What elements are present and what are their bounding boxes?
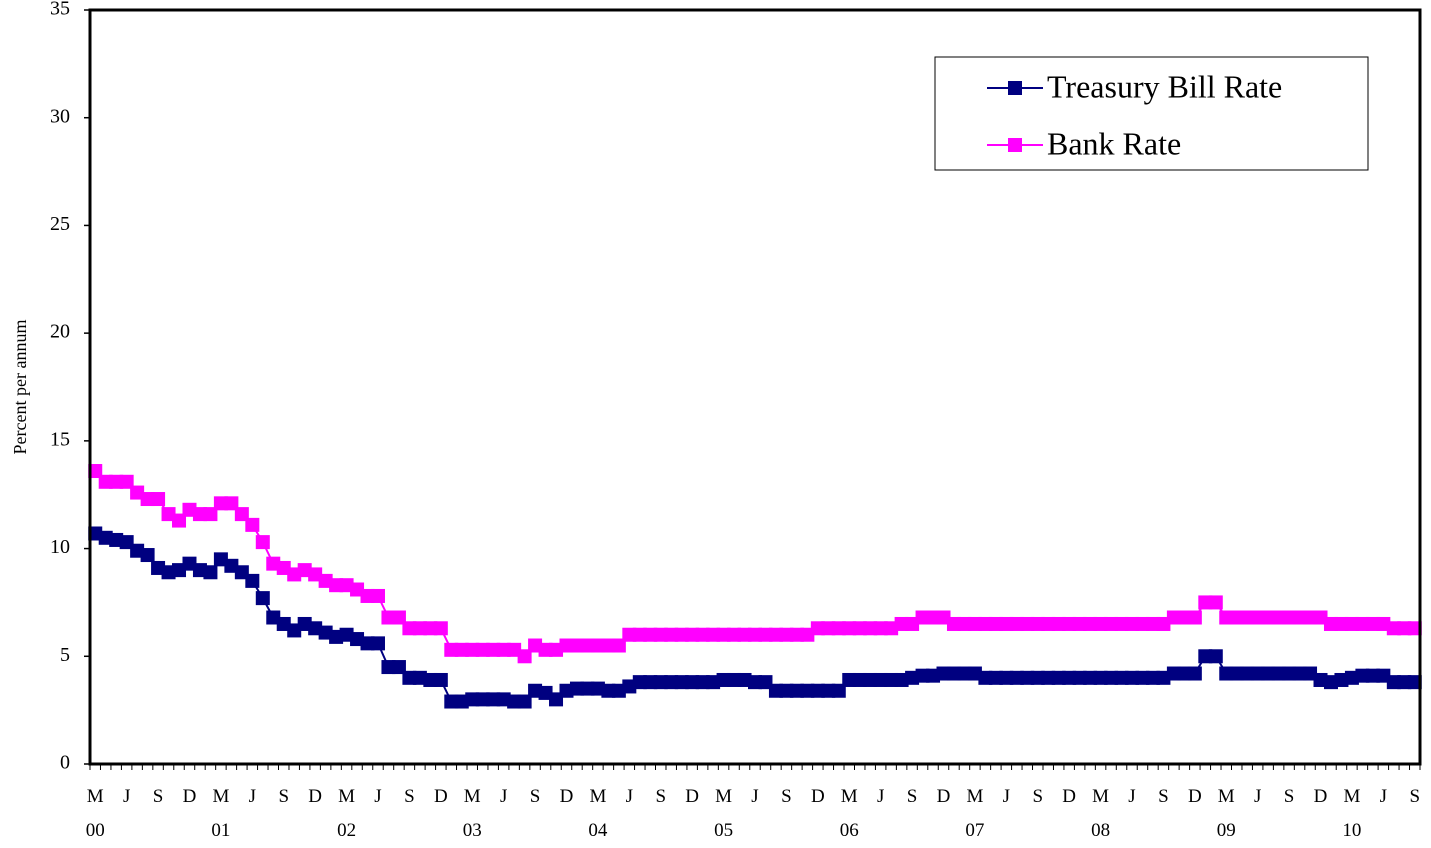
y-tick-label: 10 — [50, 536, 70, 558]
x-tick-label: M 07 — [965, 786, 985, 841]
data-point — [517, 694, 532, 709]
x-tick-label: M 05 — [714, 786, 734, 841]
x-tick-label: J — [1253, 786, 1262, 807]
x-tick-label: M 10 — [1342, 786, 1362, 841]
data-point — [391, 610, 406, 625]
x-tick-label: S — [1032, 786, 1044, 807]
x-tick-label: M 01 — [211, 786, 231, 841]
data-point — [245, 517, 260, 532]
data-point — [172, 513, 187, 528]
x-tick-label: J — [876, 786, 885, 807]
data-point — [151, 492, 166, 507]
x-tick-label: J — [499, 786, 508, 807]
legend-box — [934, 56, 1369, 171]
data-point — [255, 535, 270, 550]
x-tick-label: M 06 — [839, 786, 859, 841]
y-tick-label: 5 — [60, 644, 70, 666]
x-tick-label: J — [1379, 786, 1388, 807]
x-tick-label: D — [810, 786, 825, 807]
x-tick-label: J — [625, 786, 634, 807]
data-point — [255, 591, 270, 606]
x-tick-label: M 02 — [337, 786, 357, 841]
x-tick-label: S — [1283, 786, 1295, 807]
data-point — [517, 649, 532, 664]
x-tick-label: D — [936, 786, 951, 807]
y-tick-label: 0 — [60, 752, 70, 774]
y-tick-label: 25 — [50, 213, 70, 235]
x-tick-label: S — [655, 786, 667, 807]
legend-marker — [1008, 138, 1022, 152]
data-point — [391, 660, 406, 675]
x-tick-label: M 08 — [1091, 786, 1111, 841]
data-point — [1187, 666, 1202, 681]
x-tick-label: S — [1158, 786, 1169, 807]
data-point — [831, 683, 846, 698]
x-tick-label: M 00 — [85, 786, 105, 841]
x-tick-label: J — [122, 786, 131, 807]
data-point — [1407, 621, 1422, 636]
data-point — [611, 638, 626, 653]
y-axis-label: Percent per annum — [10, 320, 30, 455]
data-point — [1208, 595, 1223, 610]
data-point — [245, 573, 260, 588]
x-tick-label: D — [1313, 786, 1328, 807]
x-tick-label: S — [1409, 786, 1421, 807]
data-point — [370, 588, 385, 603]
y-tick-label: 20 — [50, 321, 70, 343]
legend-marker — [1008, 81, 1022, 95]
x-tick-label: S — [278, 786, 290, 807]
x-tick-label: J — [374, 786, 382, 807]
data-point — [370, 636, 385, 651]
x-tick-label: D — [182, 786, 197, 807]
y-tick-label: 15 — [50, 428, 70, 450]
x-tick-label: J — [751, 786, 759, 807]
x-tick-label: J — [1128, 786, 1136, 807]
x-tick-label: M 04 — [588, 786, 608, 841]
x-tick-label: D — [559, 786, 574, 807]
data-point — [234, 507, 249, 522]
data-point — [433, 672, 448, 687]
data-point — [1407, 675, 1422, 690]
y-tick-label: 35 — [50, 0, 70, 20]
x-tick-label: D — [685, 786, 700, 807]
data-point — [1208, 649, 1223, 664]
data-point — [88, 464, 103, 479]
legend-label: Bank Rate — [1047, 125, 1181, 161]
x-tick-label: D — [433, 786, 448, 807]
x-tick-label: S — [529, 786, 541, 807]
data-point — [433, 621, 448, 636]
x-tick-label: S — [781, 786, 792, 807]
data-point — [140, 548, 155, 563]
legend-label: Treasury Bill Rate — [1047, 68, 1282, 104]
x-tick-label: J — [1002, 786, 1011, 807]
x-tick-label: D — [1187, 786, 1202, 807]
x-tick-label: S — [404, 786, 415, 807]
data-point — [203, 565, 218, 580]
plot-frame — [88, 8, 1422, 766]
x-tick-label: S — [152, 786, 164, 807]
x-tick-label: D — [1062, 786, 1077, 807]
data-point — [119, 474, 134, 489]
x-tick-label: J — [248, 786, 257, 807]
x-tick-label: M 09 — [1216, 786, 1236, 841]
x-tick-label: M 03 — [462, 786, 482, 841]
x-tick-label: D — [308, 786, 323, 807]
x-tick-label: S — [906, 786, 918, 807]
y-tick-label: 30 — [50, 105, 70, 127]
data-point — [1187, 610, 1202, 625]
data-point — [203, 507, 218, 522]
data-point — [224, 496, 239, 511]
